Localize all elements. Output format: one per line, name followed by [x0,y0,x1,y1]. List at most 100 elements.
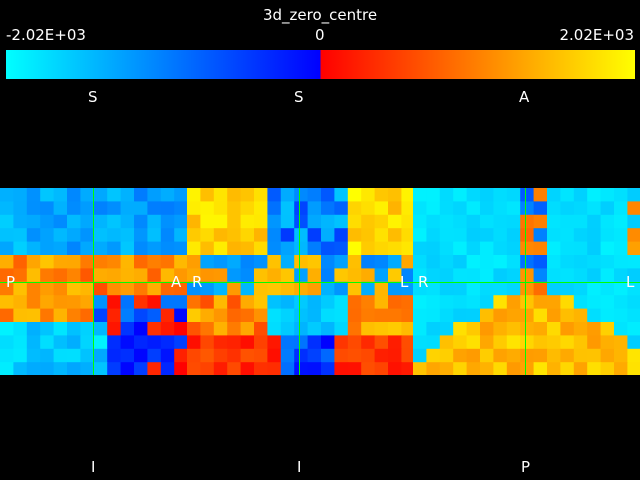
voxel [200,268,215,283]
voxel [200,241,215,256]
voxel [547,201,561,216]
voxel [227,241,242,256]
voxel [213,281,228,296]
voxel [466,348,481,363]
voxel [160,268,175,283]
voxel [93,308,108,323]
voxel [533,201,548,216]
sagittal-view[interactable] [0,188,187,375]
voxel [93,295,108,310]
voxel [560,214,575,229]
voxel [388,268,402,283]
voxel [40,335,55,350]
voxel [401,295,413,310]
voxel [587,241,602,256]
voxel [401,322,413,336]
voxel [493,268,508,283]
voxel [466,308,481,323]
voxel [388,295,402,310]
voxel [254,201,268,216]
voxel [413,188,427,202]
voxel [627,335,640,350]
voxel [26,295,41,310]
voxel [80,335,95,350]
voxel [506,308,521,323]
voxel [93,201,108,216]
voxel [533,228,548,243]
voxel [254,255,268,269]
voxel [67,335,81,350]
voxel [388,255,402,269]
voxel [294,268,309,283]
voxel [573,308,588,323]
voxel [334,228,349,243]
voxel [13,295,28,310]
voxel [587,281,602,296]
voxel [520,228,535,243]
voxel [453,295,468,310]
voxel [174,214,187,229]
voxel [560,268,575,283]
voxel [107,281,122,296]
voxel [187,228,201,243]
voxel [134,201,148,216]
voxel [147,308,162,323]
voxel [388,201,402,216]
voxel [600,268,615,283]
voxel [493,295,508,310]
voxel [307,201,322,216]
voxel [200,188,215,202]
voxel [587,255,602,269]
voxel [466,255,481,269]
voxel [134,241,148,256]
voxel [160,214,175,229]
voxel [401,214,413,229]
voxel [413,228,427,243]
voxel [587,228,602,243]
voxel [107,214,122,229]
voxel [227,308,242,323]
voxel [160,322,175,336]
coronal-slice-image [187,188,413,375]
voxel [147,241,162,256]
voxel [533,281,548,296]
voxel [254,268,268,283]
voxel [13,188,28,202]
coronal-view[interactable] [187,188,413,375]
voxel [587,348,602,363]
voxel [174,201,187,216]
voxel [134,214,148,229]
voxel [120,228,135,243]
voxel [334,241,349,256]
voxel [600,228,615,243]
voxel [13,362,28,375]
voxel [280,362,295,375]
voxel [361,362,376,375]
voxel [67,188,81,202]
voxel [453,241,468,256]
axial-view[interactable] [413,188,640,375]
voxel [520,214,535,229]
voxel [573,295,588,310]
voxel [294,214,309,229]
voxel [426,268,441,283]
voxel [439,201,454,216]
voxel [547,228,561,243]
voxel [107,362,122,375]
voxel [520,335,535,350]
voxel [533,255,548,269]
voxel [401,255,413,269]
voxel [200,214,215,229]
voxel [67,228,81,243]
voxel [480,308,494,323]
voxel [361,281,376,296]
voxel [480,362,494,375]
voxel [493,201,508,216]
voxel [439,322,454,336]
voxel [213,295,228,310]
voxel [227,201,242,216]
voxel [0,188,14,202]
voxel [26,214,41,229]
voxel [627,348,640,363]
voxel [93,228,108,243]
